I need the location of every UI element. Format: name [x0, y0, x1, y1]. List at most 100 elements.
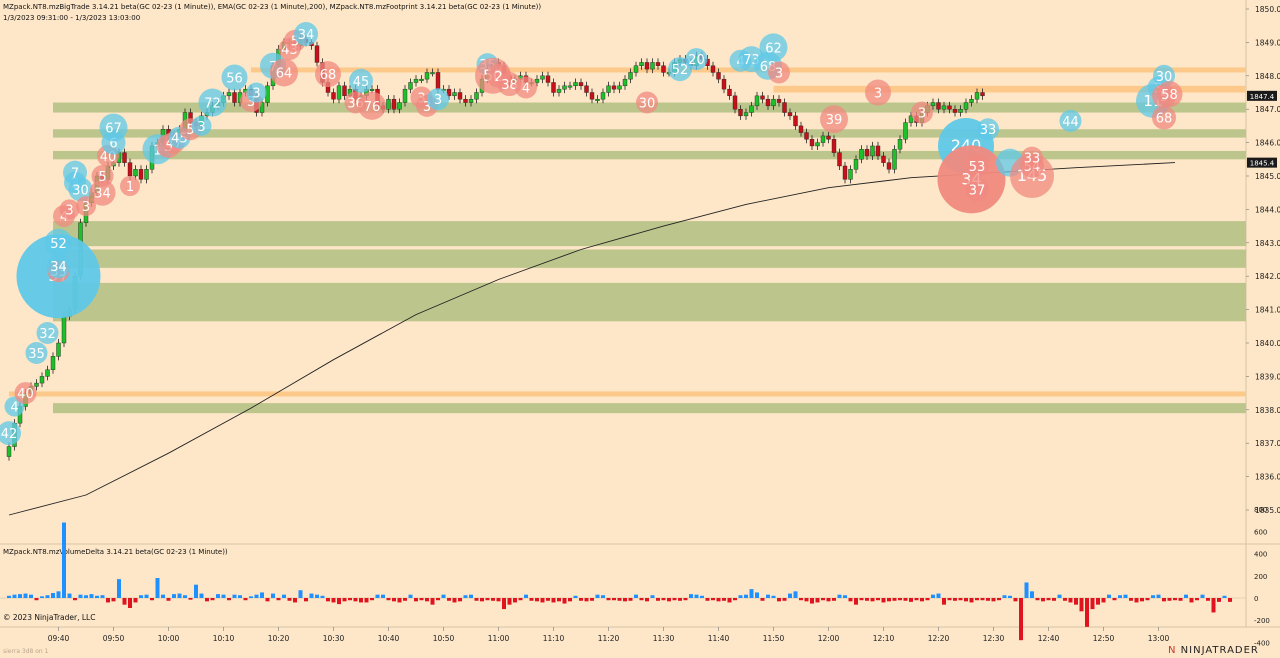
support-zone [53, 150, 1246, 160]
volume-delta-bar [546, 598, 550, 601]
candle-body [122, 152, 127, 163]
big-trade-bubble [1152, 105, 1176, 130]
volume-delta-bar [1123, 594, 1128, 598]
candle-body [127, 162, 133, 177]
volume-delta-bar [254, 594, 259, 598]
candle-body [336, 85, 342, 100]
volume-delta-bar [1090, 598, 1095, 610]
volume-delta-bar [584, 598, 589, 602]
volume-delta-bar [810, 598, 814, 604]
candle-body [760, 95, 765, 100]
candle-body [578, 82, 584, 87]
big-trade-bubble [1021, 146, 1043, 169]
volume-delta-bar [782, 598, 787, 601]
volume-tick-label: 600 [1254, 528, 1267, 536]
big-trade-label: 34 [94, 187, 111, 202]
volume-delta-bar [1046, 598, 1051, 601]
volume-delta-bar [232, 594, 237, 598]
big-trade-label: 7 [71, 167, 79, 182]
volume-delta-bar [1178, 598, 1183, 601]
volume-delta-bar [667, 598, 671, 602]
candle-body [133, 169, 138, 177]
candle-body [56, 342, 61, 357]
big-trade-label: 58 [1161, 88, 1178, 103]
candle-body [826, 135, 831, 140]
volume-delta-bar [463, 595, 468, 598]
volume-delta-bar [799, 598, 803, 601]
big-trade-bubble [685, 48, 708, 71]
candle-body [908, 115, 914, 123]
volume-delta-bar [1129, 598, 1133, 601]
candle-body [452, 92, 457, 97]
candle-body [892, 149, 897, 170]
big-trade-label: 1 [126, 180, 134, 195]
big-trade-label: 3 [252, 87, 260, 102]
volume-delta-bar [645, 598, 649, 602]
price-marker-label: 1847.4 [1250, 93, 1275, 101]
candle-body [391, 98, 397, 110]
volume-delta-bar [612, 598, 616, 601]
volume-delta-bar [287, 598, 292, 601]
price-tick-label: 1842.0 [1255, 272, 1280, 281]
volume-delta-bar [964, 598, 968, 602]
candle-body [837, 152, 842, 167]
big-trade-label: 34 [50, 260, 67, 275]
volume-delta-bar [194, 584, 198, 598]
volume-delta-bar [408, 594, 413, 598]
volume-delta-bar [419, 598, 424, 601]
volume-delta-bar [342, 598, 347, 602]
volume-delta-bar [1145, 598, 1150, 601]
time-tick-label: 11:50 [763, 634, 785, 643]
volume-delta-bar [1013, 598, 1018, 602]
volume-delta-bar [177, 593, 182, 598]
candle-body [870, 145, 875, 157]
volume-delta-bar [276, 598, 281, 601]
volume-delta-bar [227, 598, 231, 601]
candle-body [661, 65, 666, 73]
support-zone [53, 129, 1246, 138]
volume-delta-bar [150, 598, 154, 601]
volume-delta-bar [23, 593, 28, 598]
candle-body [793, 115, 798, 127]
candle-body [633, 65, 639, 73]
time-tick-label: 11:00 [488, 634, 510, 643]
volume-delta-bar [771, 595, 776, 598]
candle-body [226, 92, 232, 97]
candle-body [540, 75, 545, 80]
volume-delta-bar [1211, 598, 1216, 613]
volume-delta-bar [7, 595, 11, 598]
candle-body [413, 78, 419, 83]
volume-tick-label: 800 [1254, 506, 1267, 514]
candle-body [732, 95, 738, 110]
volume-delta-bar [969, 598, 974, 603]
volume-delta-bar [793, 591, 798, 598]
candle-body [941, 105, 947, 110]
volume-delta-bar [166, 598, 171, 601]
volume-delta-bar [447, 598, 451, 601]
candle-body [853, 159, 859, 170]
volume-delta-bar [507, 598, 512, 605]
candle-body [639, 62, 644, 66]
big-trade-label: 6 [109, 137, 117, 152]
volume-delta-bar [854, 598, 858, 605]
big-trade-bubble [668, 57, 692, 82]
volume-tick-label: 400 [1254, 551, 1267, 559]
candle-body [644, 62, 650, 70]
ema-200-line [8, 162, 1176, 516]
volume-delta-bar [326, 598, 330, 602]
big-trade-label: 5 [98, 170, 106, 185]
watermark-text: sierra 3d8 on 1 [3, 648, 49, 655]
candle-body [815, 142, 820, 147]
volume-delta-bar [1030, 591, 1034, 598]
candle-body [809, 139, 815, 147]
big-trade-bubble [911, 101, 933, 124]
candle-body [474, 92, 479, 100]
time-tick-label: 10:30 [323, 634, 345, 643]
volume-delta-bar [73, 598, 77, 601]
candle-body [430, 72, 435, 75]
time-tick-label: 10:00 [158, 634, 180, 643]
big-trade-label: 52 [672, 63, 689, 78]
big-trade-bubble [759, 33, 788, 62]
volume-delta-bar [18, 594, 22, 598]
